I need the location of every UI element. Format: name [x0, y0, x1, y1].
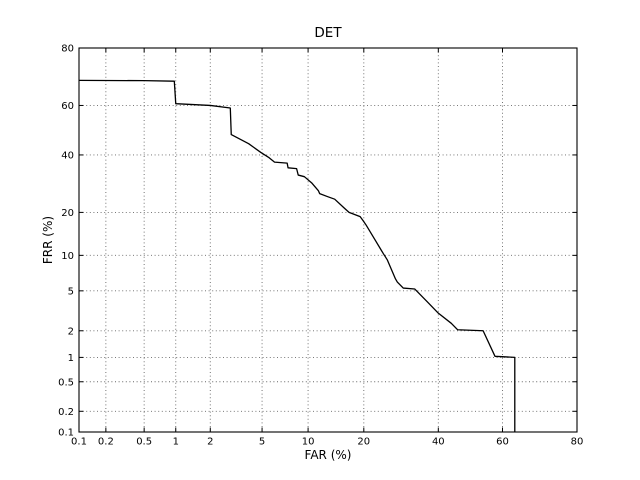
- x-tick-labels: 0.1 0.2 0.5 1 2 5 10 20 40 60 80: [71, 437, 583, 448]
- y-tick-label: 20: [61, 208, 74, 219]
- y-tick-label: 80: [61, 44, 74, 55]
- x-tick-label: 0.1: [71, 437, 87, 448]
- axes-frame: [78, 47, 578, 433]
- x-tick-label: 5: [259, 437, 265, 448]
- y-tick-label: 2: [68, 326, 74, 337]
- x-tick-label: 0.5: [136, 437, 152, 448]
- tick-marks: [78, 47, 578, 433]
- gridlines: [79, 48, 577, 432]
- x-tick-label: 20: [357, 437, 370, 448]
- det-curve: [78, 79, 516, 432]
- x-tick-label: 0.2: [98, 437, 114, 448]
- y-tick-label: 5: [68, 286, 74, 297]
- x-tick-label: 2: [207, 437, 213, 448]
- x-tick-label: 40: [432, 437, 445, 448]
- x-tick-label: 1: [173, 437, 179, 448]
- y-tick-labels: 0.1 0.2 0.5 1 2 5 10 20 40 60 80: [58, 44, 74, 439]
- y-tick-label: 60: [61, 101, 74, 112]
- x-tick-label: 10: [302, 437, 315, 448]
- y-tick-label: 40: [61, 150, 74, 161]
- y-tick-label: 0.1: [58, 428, 74, 439]
- curve-layer: [78, 79, 516, 432]
- plot-frame: [78, 47, 578, 433]
- x-tick-label: 60: [496, 437, 509, 448]
- chart-title: DET: [314, 25, 342, 41]
- x-axis-label: FAR (%): [305, 448, 352, 462]
- x-tick-label: 80: [571, 437, 584, 448]
- y-tick-label: 10: [61, 251, 74, 262]
- y-tick-label: 0.5: [58, 377, 74, 388]
- y-axis-label: FRR (%): [41, 216, 55, 264]
- y-tick-label: 0.2: [58, 407, 74, 418]
- y-tick-label: 1: [68, 353, 74, 364]
